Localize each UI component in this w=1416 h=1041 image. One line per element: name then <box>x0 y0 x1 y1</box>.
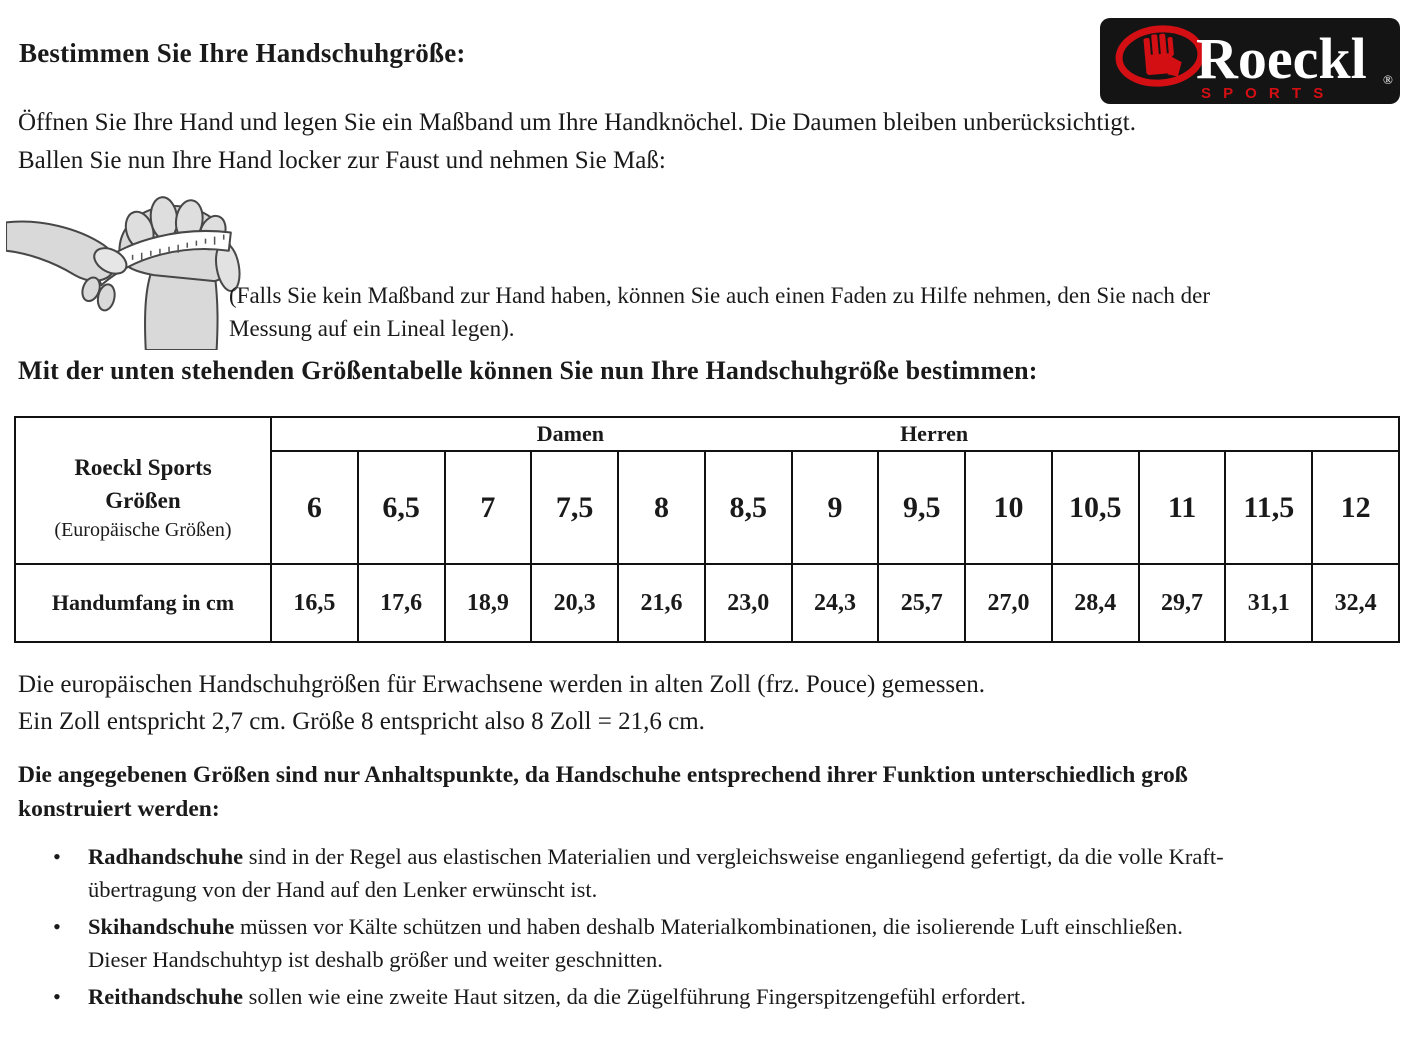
circumference-cell: 18,9 <box>443 563 533 643</box>
table-row-sizes: 6 6,5 7 7,5 8 8,5 9 9,5 10 10,5 11 11,5 … <box>15 450 1400 565</box>
bullet-line: Radhandschuhe sind in der Regel aus elas… <box>88 840 1392 873</box>
bullet-text: sind in der Regel aus elastischen Materi… <box>248 844 1224 869</box>
tape-note: (Falls Sie kein Maßband zur Hand haben, … <box>229 279 1409 345</box>
size-cell: 12 <box>1311 450 1400 565</box>
circumference-cell: 32,4 <box>1311 563 1400 643</box>
logo-brand-text: Roeckl <box>1196 26 1367 91</box>
size-cell: 6,5 <box>356 450 446 565</box>
circumference-cell: 25,7 <box>877 563 967 643</box>
logo-sports-text: S P O R T S <box>1201 85 1327 102</box>
table-intro: Mit der unten stehenden Größentabelle kö… <box>18 356 1038 385</box>
sizing-note: Die angegebenen Größen sind nur Anhaltsp… <box>18 758 1378 826</box>
circumference-cell: 20,3 <box>530 563 620 643</box>
explanation-paragraph: Die europäischen Handschuhgrößen für Erw… <box>18 666 1410 740</box>
bullet-line: Dieser Handschuhtyp ist deshalb größer u… <box>88 947 663 972</box>
intro-paragraph: Öffnen Sie Ihre Hand und legen Sie ein M… <box>18 104 1410 180</box>
list-item-skihandschuhe: • Skihandschuhe müssen vor Kälte schütze… <box>40 910 1392 976</box>
page-title: Bestimmen Sie Ihre Handschuhgröße: <box>19 38 466 68</box>
bullet-icon: • <box>53 914 61 939</box>
bullet-term: Radhandschuhe <box>88 844 244 869</box>
size-cell: 10 <box>964 450 1053 565</box>
tape-note-line-1: (Falls Sie kein Maßband zur Hand haben, … <box>229 283 1211 308</box>
registered-mark-icon: ® <box>1383 72 1393 87</box>
circumference-cell: 24,3 <box>790 563 880 643</box>
bullet-text: müssen vor Kälte schützen und haben desh… <box>239 914 1183 939</box>
table-corner-label: Roeckl Sports Größen (Europäische Größen… <box>14 416 272 565</box>
corner-title-line-2: Größen <box>105 487 181 513</box>
roeckl-logo-graphic: Roeckl ® S P O R T S <box>1100 18 1400 104</box>
list-item-reithandschuhe: • Reithandschuhe sollen wie eine zweite … <box>40 980 1392 1013</box>
intro-line-1: Öffnen Sie Ihre Hand und legen Sie ein M… <box>18 109 1136 136</box>
size-cell: 11 <box>1137 450 1227 565</box>
size-cell: 6 <box>270 450 359 565</box>
table-row: Roeckl Sports Größen (Europäische Größen… <box>14 416 1400 565</box>
circumference-cell: 21,6 <box>617 563 706 643</box>
logo-hand-icon <box>1115 25 1205 87</box>
glove-type-list: • Radhandschuhe sind in der Regel aus el… <box>40 840 1392 1017</box>
measuring-tape-hand-icon <box>5 196 241 352</box>
bullet-term: Skihandschuhe <box>88 914 235 939</box>
circumference-cell: 27,0 <box>964 563 1053 643</box>
tape-note-line-2: Messung auf ein Lineal legen). <box>229 316 515 341</box>
bullet-line: übertragung von der Hand auf den Lenker … <box>88 877 598 902</box>
circumference-cell: 23,0 <box>703 563 793 643</box>
circumference-cell: 29,7 <box>1137 563 1227 643</box>
sizing-note-line-1: Die angegebenen Größen sind nur Anhaltsp… <box>18 762 1188 788</box>
explanation-line-2: Ein Zoll entspricht 2,7 cm. Größe 8 ents… <box>18 708 705 735</box>
size-cell: 8,5 <box>703 450 793 565</box>
table-row-circumference: Handumfang in cm 16,5 17,6 18,9 20,3 21,… <box>14 563 1400 643</box>
bullet-text: sollen wie eine zweite Haut sitzen, da d… <box>248 984 1026 1009</box>
circumference-label: Handumfang in cm <box>14 563 272 643</box>
circumference-cell: 17,6 <box>356 563 446 643</box>
intro-line-2: Ballen Sie nun Ihre Hand locker zur Faus… <box>18 147 666 174</box>
sizing-note-line-2: konstruiert werden: <box>18 796 220 822</box>
circumference-cell: 28,4 <box>1050 563 1140 643</box>
circumference-cell: 31,1 <box>1224 563 1314 643</box>
size-cell: 7 <box>443 450 533 565</box>
column-group-damen: Damen <box>536 421 604 446</box>
size-cell: 10,5 <box>1050 450 1140 565</box>
size-cell: 11,5 <box>1224 450 1314 565</box>
circumference-cell: 16,5 <box>270 563 359 643</box>
size-cell: 9 <box>790 450 880 565</box>
bullet-icon: • <box>53 844 61 869</box>
brand-logo: Roeckl ® S P O R T S <box>1100 18 1400 104</box>
column-group-herren: Herren <box>900 421 969 446</box>
list-item-radhandschuhe: • Radhandschuhe sind in der Regel aus el… <box>40 840 1392 906</box>
size-cell: 7,5 <box>530 450 620 565</box>
bullet-line: Skihandschuhe müssen vor Kälte schützen … <box>88 910 1392 943</box>
explanation-line-1: Die europäischen Handschuhgrößen für Erw… <box>18 671 985 698</box>
size-table: Roeckl Sports Größen (Europäische Größen… <box>14 416 1400 643</box>
bullet-line: Reithandschuhe sollen wie eine zweite Ha… <box>88 980 1392 1013</box>
bullet-icon: • <box>53 984 61 1009</box>
corner-title-line-1: Roeckl Sports <box>74 454 212 480</box>
bullet-term: Reithandschuhe <box>88 984 244 1009</box>
size-cell: 9,5 <box>877 450 967 565</box>
size-cell: 8 <box>617 450 706 565</box>
gender-header-band: Damen Herren <box>270 416 1400 452</box>
hand-measuring-illustration <box>5 188 244 352</box>
corner-subtitle: (Europäische Größen) <box>54 518 232 541</box>
